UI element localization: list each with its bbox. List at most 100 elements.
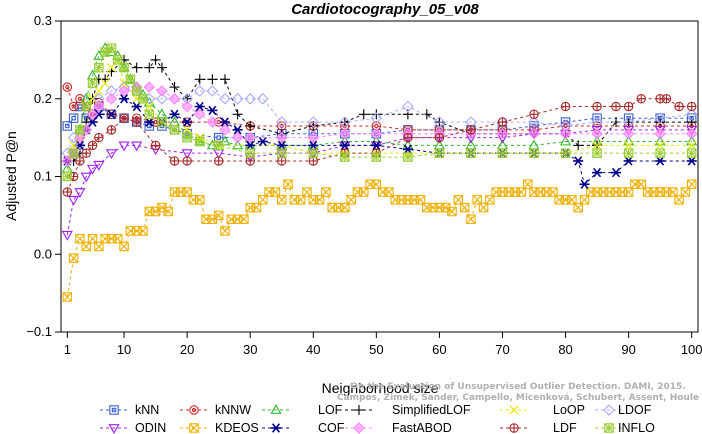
point-kdeos (62, 292, 73, 302)
point-ldf (131, 117, 142, 127)
point-simplifiedlof (245, 120, 256, 132)
point-ldf (213, 156, 224, 166)
point-knnw (68, 101, 79, 112)
point-cof (579, 179, 590, 189)
point-inflo (75, 125, 85, 135)
point-simplifiedlof (573, 140, 584, 151)
point-ldof (496, 116, 509, 128)
point-cof (169, 109, 180, 119)
point-ldof (257, 92, 269, 105)
point-ldf (661, 94, 672, 104)
point-inflo (371, 152, 382, 162)
point-cof (276, 140, 287, 151)
series-kdeos (62, 179, 697, 302)
x-tick-label: 70 (495, 342, 509, 357)
point-inflo (87, 78, 98, 88)
point-simplifiedlof (308, 120, 319, 132)
point-cof (623, 156, 634, 166)
point-kdeos (94, 241, 104, 252)
point-loop (592, 140, 602, 150)
point-odin (105, 149, 118, 160)
point-fastabod (685, 127, 698, 140)
point-kdeos (251, 202, 262, 213)
legend-label: ODIN (135, 421, 166, 434)
point-kdeos (150, 206, 161, 217)
point-inflo (560, 148, 571, 158)
point-knnw (62, 82, 73, 92)
point-kdeos (302, 187, 312, 197)
point-ldof (591, 116, 603, 128)
point-kdeos (472, 195, 483, 205)
point-fastabod (622, 127, 635, 140)
point-kdeos (516, 187, 527, 197)
point-cof (207, 105, 218, 116)
y-tick-label: 0.1 (34, 169, 52, 184)
legend-label: INFLO (618, 421, 655, 434)
x-tick-label: 90 (621, 342, 635, 357)
point-fastabod (654, 127, 666, 140)
point-fastabod (105, 92, 118, 105)
series-inflo (62, 43, 697, 182)
x-tick-label: 60 (432, 342, 446, 357)
point-odin (86, 164, 99, 175)
y-tick-label: −0.1 (26, 324, 52, 339)
x-tick-label: 1 (64, 342, 71, 357)
point-cof (194, 101, 205, 112)
point-inflo (157, 117, 167, 127)
legend-item-knn: kNN (100, 403, 159, 417)
legend-item-odin: ODIN (100, 421, 166, 434)
point-loop (119, 78, 129, 88)
point-kdeos (459, 202, 470, 213)
point-lof (232, 139, 244, 150)
point-kdeos (358, 187, 369, 197)
plot-frame (60, 20, 699, 333)
legend-label: LOF (318, 403, 343, 417)
point-odin (68, 195, 80, 206)
point-kdeos (270, 187, 281, 197)
point-ldf (119, 113, 129, 123)
point-ldf (150, 140, 161, 151)
point-kdeos (623, 187, 634, 197)
point-ldf (466, 125, 476, 135)
point-inflo (245, 148, 255, 158)
point-fastabod (118, 85, 130, 97)
x-tick-label: 100 (681, 342, 702, 357)
point-ldof (156, 92, 168, 105)
point-ldof (219, 92, 231, 105)
point-kdeos (276, 195, 287, 205)
point-fastabod (168, 92, 181, 105)
legend-item-kdeos: KDEOS (180, 421, 259, 434)
point-kdeos (447, 206, 457, 217)
series-line-ldof (66, 86, 692, 154)
point-inflo (466, 148, 476, 158)
point-ldf (62, 187, 73, 197)
y-axis-label: Adjusted P@n (3, 131, 19, 221)
point-fastabod (244, 131, 257, 144)
point-knn (68, 113, 79, 123)
point-simplifiedlof (232, 109, 243, 120)
point-loop (87, 94, 98, 104)
series-line-ldf (66, 98, 692, 193)
point-cof (144, 117, 155, 127)
point-loop (687, 140, 697, 150)
point-ldof (307, 116, 320, 128)
point-simplifiedlof (131, 62, 142, 73)
point-cof (655, 156, 666, 166)
point-kdeos (220, 226, 230, 236)
point-inflo (655, 148, 665, 158)
point-kdeos (522, 179, 533, 190)
point-ldof (338, 116, 351, 128)
legend-label: kNN (135, 403, 159, 417)
point-loop (655, 140, 665, 150)
point-ldof (231, 92, 244, 105)
point-kdeos (680, 187, 691, 197)
point-cof (257, 136, 268, 147)
x-tick-label: 80 (558, 342, 572, 357)
watermark-citation: On the Evaluation of Unsupervised Outlie… (350, 382, 685, 392)
legend-label: kNNW (215, 403, 251, 417)
point-odin (181, 149, 193, 160)
point-fastabod (181, 100, 193, 113)
point-kdeos (113, 233, 123, 244)
point-cof (573, 156, 584, 166)
